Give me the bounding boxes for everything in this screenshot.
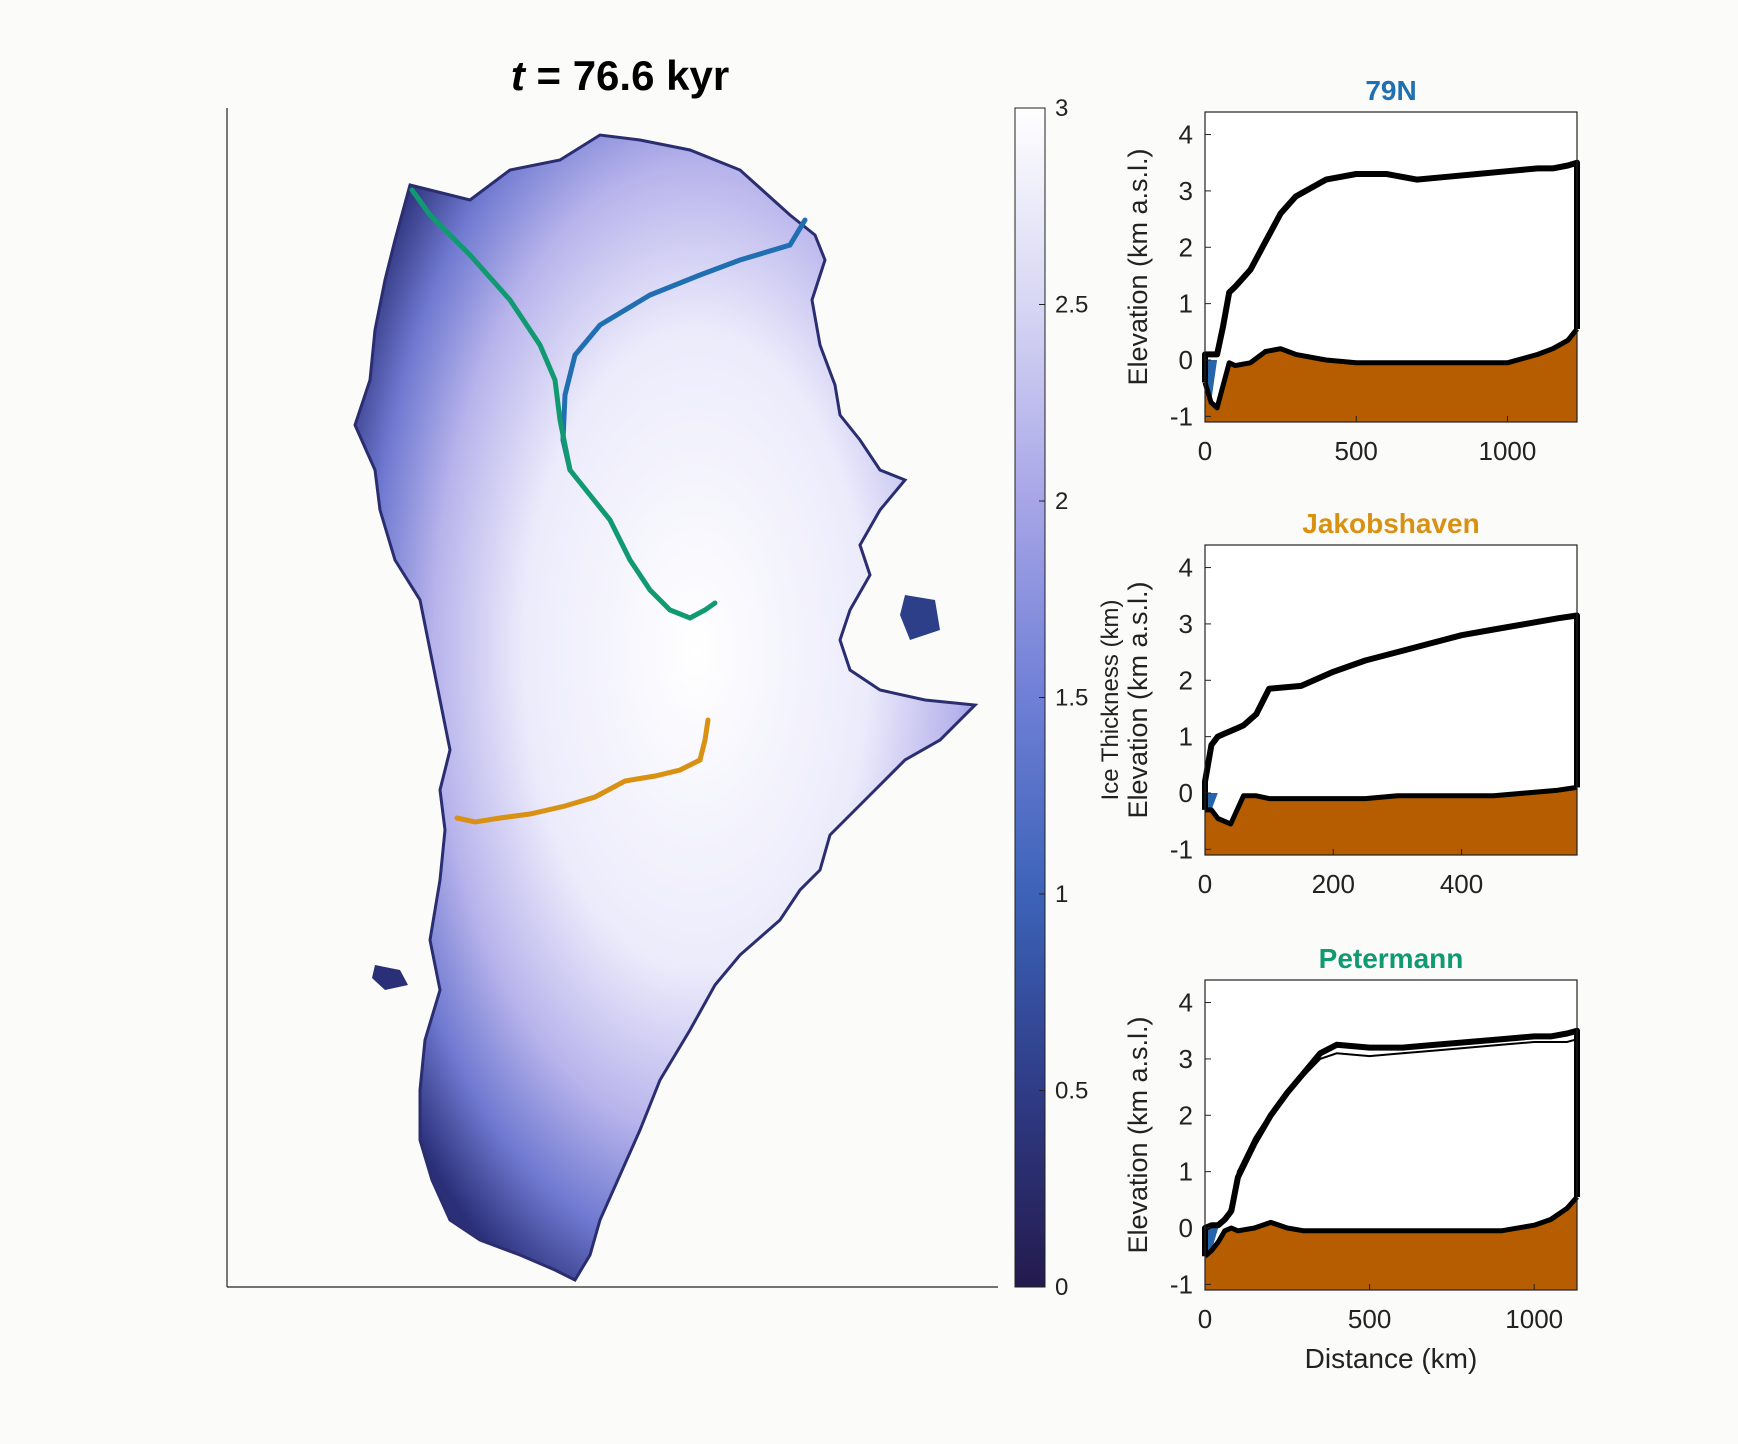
transect-petermann: [409, 187, 718, 621]
y-tick-label: 3: [1179, 176, 1193, 206]
panel-frame: [1204, 544, 1578, 856]
colorbar-tick-label: 1: [1055, 881, 1068, 908]
y-tick-label: 3: [1179, 1044, 1193, 1074]
y-tick-label: 2: [1179, 232, 1193, 262]
y-tick-label: 4: [1179, 553, 1193, 583]
y-tick-label: -1: [1170, 834, 1193, 864]
y-tick-label: 0: [1179, 345, 1193, 375]
transect-jakobshaven: [454, 717, 711, 825]
colorbar-tick-label: 2: [1055, 488, 1068, 515]
bed-line: [1203, 1195, 1579, 1259]
colorbar-tick-label: 0.5: [1055, 1078, 1088, 1105]
map-transects: [409, 187, 808, 825]
ocean-water: [1205, 1228, 1219, 1257]
panel-title: Petermann: [1319, 943, 1464, 974]
y-tick-label: 0: [1179, 1213, 1193, 1243]
y-tick-label: -1: [1170, 401, 1193, 431]
x-axis-label: Distance (km): [1305, 1343, 1478, 1374]
y-axis-label: Elevation (km a.s.l.): [1123, 1016, 1153, 1253]
x-tick-label: 0: [1198, 869, 1212, 899]
ice-sheet-outline: [353, 133, 979, 1282]
y-tick-label: 1: [1179, 289, 1193, 319]
figure-title-rest: = 76.6 kyr: [524, 52, 730, 99]
y-axis-label: Elevation (km a.s.l.): [1123, 581, 1153, 818]
y-tick-label: 0: [1179, 778, 1193, 808]
colorbar-label: Ice Thickness (km): [1097, 600, 1124, 801]
bed-line: [1202, 327, 1579, 411]
x-tick-label: 0: [1198, 436, 1212, 466]
y-tick-label: 2: [1179, 1100, 1193, 1130]
colorbar-ticks: 0 0.5 1 1.5 2 2.5 3: [1039, 95, 1088, 1301]
panel-frame: [1204, 111, 1578, 423]
y-tick-label: 2: [1179, 665, 1193, 695]
bed-line: [1205, 784, 1578, 827]
bedrock-area: [1205, 787, 1577, 855]
ice-surface-line: [1202, 159, 1580, 383]
x-tick-label: 0: [1198, 1304, 1212, 1334]
y-tick-label: 1: [1179, 1157, 1193, 1187]
colorbar-tick-label: 0: [1055, 1274, 1068, 1301]
ice-surface-line: [1202, 612, 1580, 810]
x-tick-label: 500: [1348, 1304, 1391, 1334]
colorbar-tick-label: 3: [1055, 95, 1068, 122]
transect-79n: [560, 217, 808, 473]
x-tick-label: 1000: [1479, 436, 1537, 466]
bedrock-area: [1205, 329, 1577, 422]
y-axis-label: Elevation (km a.s.l.): [1123, 148, 1153, 385]
bedrock-area: [1205, 1197, 1577, 1290]
colorbar-tick-label: 2.5: [1055, 292, 1088, 319]
x-tick-label: 200: [1312, 869, 1355, 899]
panel-frame: [1204, 979, 1578, 1291]
figure-title-var: t: [510, 52, 525, 99]
panel-title: Jakobshaven: [1302, 508, 1479, 539]
colorbar: 0 0.5 1 1.5 2 2.5 3 Ice Thickness (km): [1014, 95, 1124, 1301]
panel-title: 79N: [1365, 75, 1416, 106]
island-west: [372, 965, 408, 990]
ocean-water: [1205, 793, 1218, 810]
y-tick-label: 4: [1179, 120, 1193, 150]
x-tick-label: 1000: [1505, 1304, 1563, 1334]
x-tick-label: 500: [1335, 436, 1378, 466]
ice-surface-line: [1202, 1027, 1580, 1257]
ice-sheet-map: [353, 133, 979, 1282]
map-axes: [226, 108, 998, 1288]
y-tick-label: -1: [1170, 1269, 1193, 1299]
colorbar-tick-label: 1.5: [1055, 685, 1088, 712]
y-tick-label: 1: [1179, 722, 1193, 752]
x-tick-label: 400: [1440, 869, 1483, 899]
island-east: [900, 595, 940, 640]
y-tick-label: 4: [1179, 988, 1193, 1018]
figure-title: t = 76.6 kyr: [0, 52, 1240, 100]
y-tick-label: 3: [1179, 609, 1193, 639]
